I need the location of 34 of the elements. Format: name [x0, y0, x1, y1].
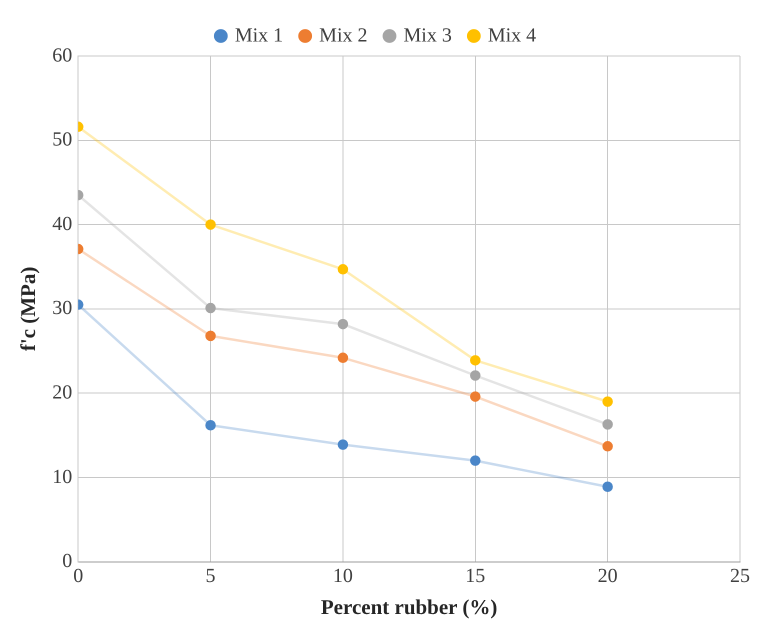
y-tick-label: 50	[52, 128, 72, 151]
legend-label: Mix 2	[319, 24, 368, 46]
point	[602, 396, 613, 407]
legend-label: Mix 4	[488, 24, 536, 46]
point	[470, 391, 481, 402]
y-tick-label: 10	[52, 466, 72, 488]
point	[205, 420, 216, 430]
point	[338, 352, 348, 364]
y-axis-title: f'c (MPa)	[16, 266, 40, 352]
point	[470, 355, 481, 366]
y-tick-label: 30	[52, 297, 72, 320]
legend-label: Mix 1	[234, 24, 284, 46]
point	[205, 302, 216, 314]
y-tick-label: 40	[52, 212, 72, 235]
x-tick-label: 10	[332, 565, 353, 588]
point	[470, 370, 481, 381]
y-tick-label: 60	[52, 44, 72, 66]
point	[338, 264, 348, 275]
x-axis-title: Percent rubber (%)	[320, 594, 498, 619]
x-tick-label: 25	[730, 565, 750, 588]
point	[338, 318, 348, 330]
x-tick-label: 20	[598, 565, 618, 588]
legend-label: Mix 3	[404, 24, 452, 46]
point	[205, 219, 216, 230]
x-tick-label: 5	[206, 565, 216, 588]
y-tick-label: 0	[62, 550, 72, 572]
point	[205, 330, 216, 342]
point	[602, 419, 613, 430]
point	[338, 439, 348, 450]
point	[602, 441, 613, 452]
y-tick-label: 20	[52, 381, 72, 404]
point	[470, 455, 481, 466]
x-tick-label: 15	[465, 565, 486, 588]
point	[602, 482, 613, 492]
